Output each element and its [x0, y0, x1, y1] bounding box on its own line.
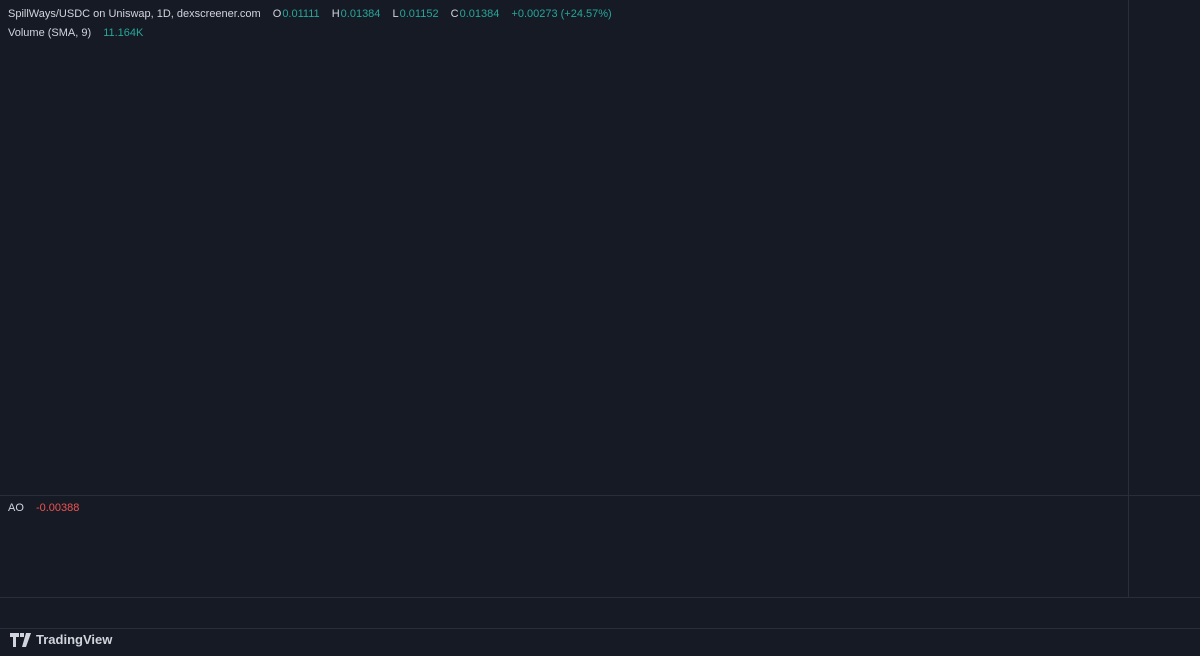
- change-value: +0.00273 (+24.57%): [511, 8, 612, 20]
- open-label: O: [272, 8, 282, 20]
- high-label: H: [331, 8, 340, 20]
- volume-title: Volume (SMA, 9): [8, 27, 92, 39]
- ao-title: AO: [8, 502, 24, 514]
- legend-row: SpillWays/USDC on Uniswap, 1D, dexscreen…: [8, 8, 613, 20]
- volume-legend: Volume (SMA, 9) 11.164K: [8, 27, 144, 39]
- low-label: L: [392, 8, 399, 20]
- open-value: 0.01111: [282, 8, 320, 20]
- ao-value: -0.00388: [35, 502, 80, 514]
- ao-legend: AO -0.00388: [8, 502, 80, 514]
- brand-name: TradingView: [36, 632, 113, 647]
- low-value: 0.01152: [399, 8, 439, 20]
- close-label: C: [450, 8, 459, 20]
- brand-logo: [10, 632, 31, 647]
- axes: [0, 0, 1200, 629]
- high-value: 0.01384: [340, 8, 381, 20]
- symbol-title: SpillWays/USDC on Uniswap, 1D, dexscreen…: [8, 8, 261, 20]
- volume-sma: 11.164K: [103, 27, 144, 39]
- brand: TradingView: [10, 632, 112, 647]
- close-value: 0.01384: [459, 8, 500, 20]
